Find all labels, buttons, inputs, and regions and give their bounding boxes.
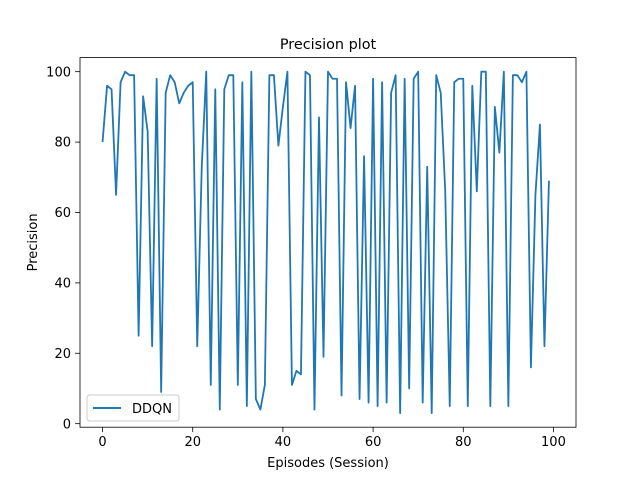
- x-axis-ticks: 0 20 40 60 80 100: [98, 427, 566, 450]
- y-axis-label: Precision: [26, 213, 41, 271]
- x-tick-label: 20: [184, 435, 201, 450]
- y-tick-label: 60: [54, 206, 71, 221]
- legend-label: DDQN: [132, 402, 172, 417]
- plot-frame: [79, 57, 577, 428]
- y-tick-label: 100: [46, 65, 71, 80]
- y-tick-label: 80: [54, 136, 71, 151]
- x-axis-label: Episodes (Session): [267, 456, 389, 471]
- y-axis-ticks: 0 20 40 60 80 100: [46, 65, 80, 432]
- y-tick-label: 40: [54, 276, 71, 291]
- legend-box: [86, 394, 180, 422]
- y-tick-label: 0: [63, 417, 71, 432]
- x-tick-label: 0: [98, 435, 106, 450]
- x-tick-label: 40: [275, 435, 292, 450]
- x-tick-label: 100: [541, 435, 566, 450]
- x-tick-label: 80: [455, 435, 472, 450]
- x-tick-label: 60: [365, 435, 382, 450]
- series-line-ddqn: [101, 70, 550, 415]
- y-tick-label: 20: [54, 347, 71, 362]
- plot-lines: [101, 70, 550, 415]
- chart-title: Precision plot: [280, 37, 377, 53]
- legend: DDQN: [86, 394, 180, 422]
